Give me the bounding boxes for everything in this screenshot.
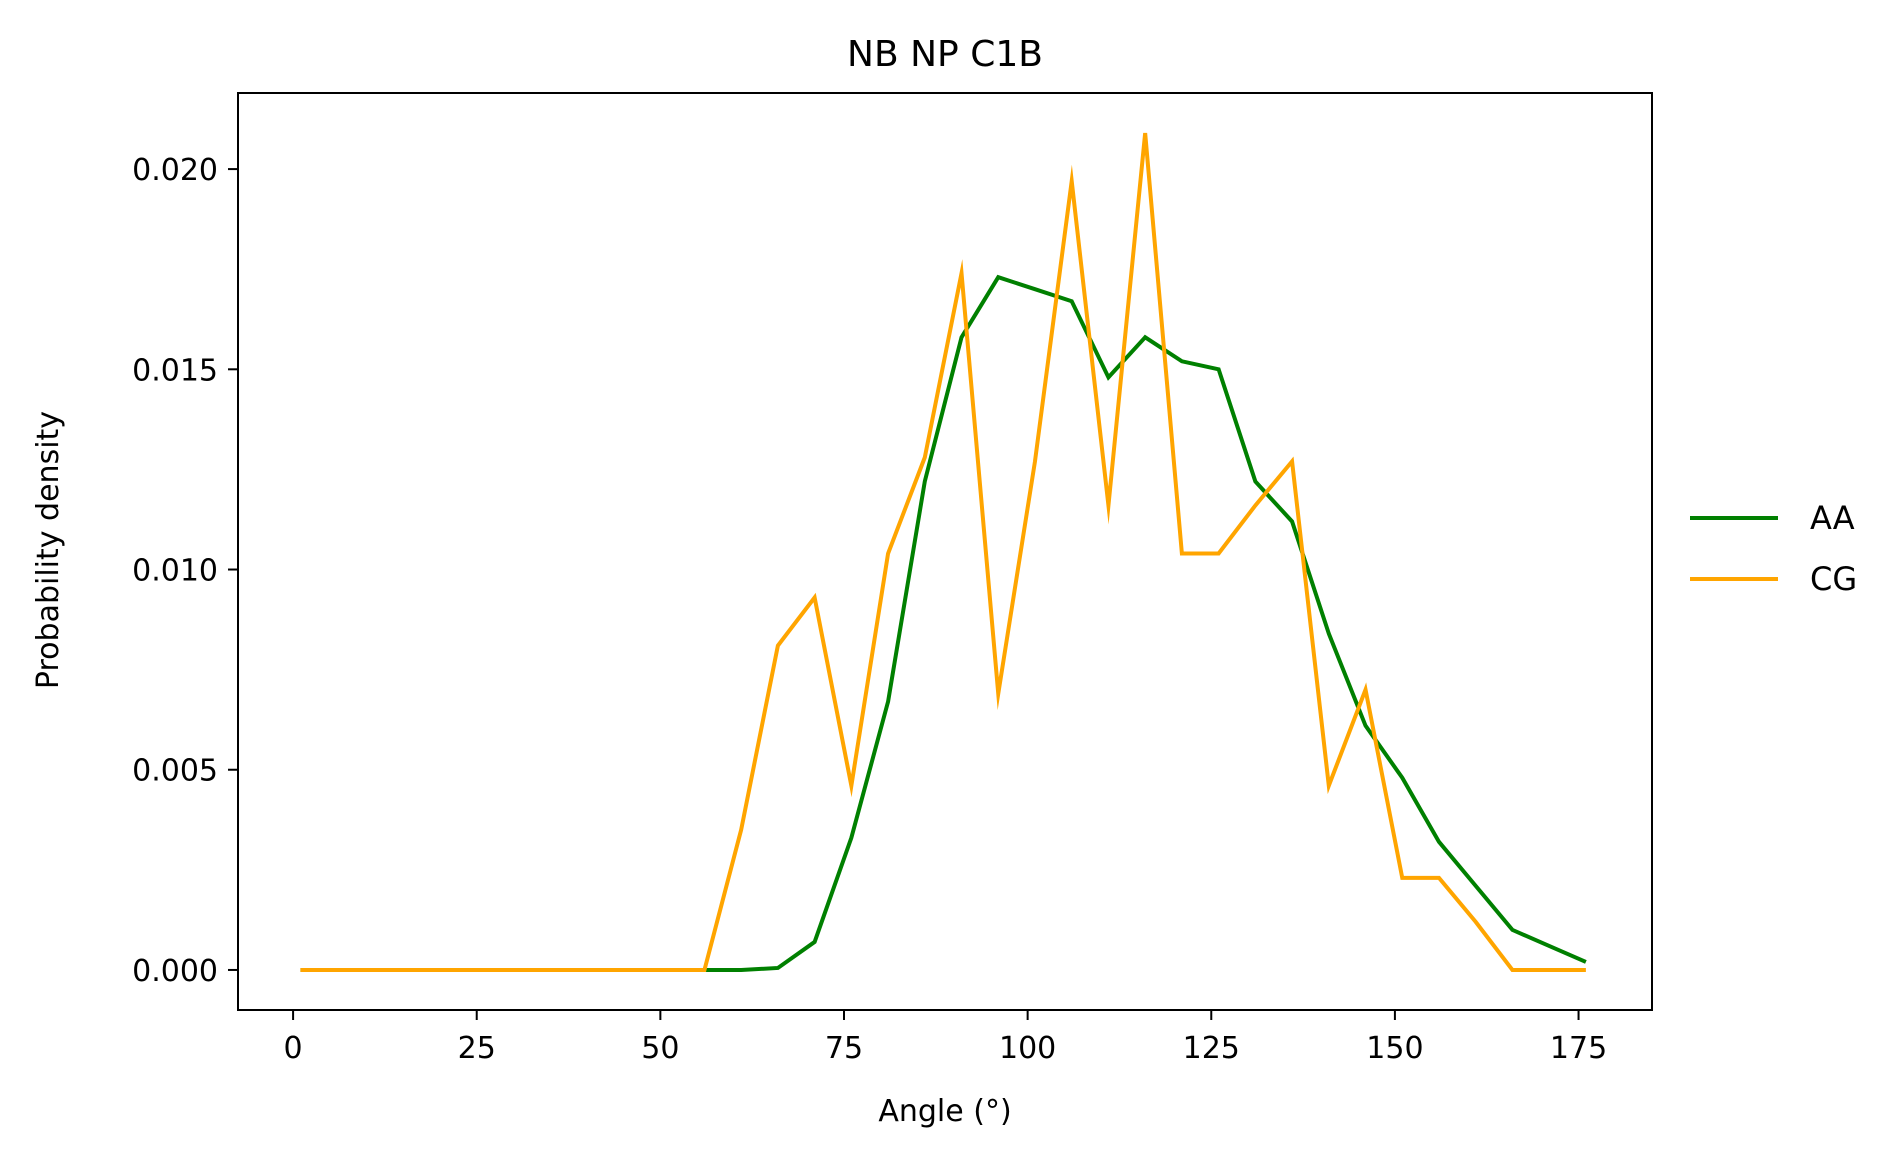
y-tick-label: 0.005 (132, 754, 218, 789)
x-tick-label: 25 (458, 1031, 496, 1066)
x-tick-label: 175 (1550, 1031, 1607, 1066)
x-tick-label: 0 (284, 1031, 303, 1066)
chart-title: NB NP C1B (847, 34, 1043, 75)
legend-label: AA (1810, 499, 1855, 537)
y-axis-label: Probability density (31, 411, 66, 689)
x-tick-label: 150 (1366, 1031, 1423, 1066)
series-line-cg (300, 132, 1586, 972)
x-axis-label: Angle (°) (878, 1094, 1011, 1129)
legend-item-aa: AA (1690, 499, 1855, 537)
plot-frame (237, 92, 1653, 1011)
x-tick-label: 75 (825, 1031, 863, 1066)
y-tick-label: 0.010 (132, 554, 218, 589)
legend-label: CG (1810, 560, 1857, 598)
y-tick-label: 0.000 (132, 954, 218, 989)
x-tick-label: 50 (641, 1031, 679, 1066)
x-tick-label: 100 (999, 1031, 1056, 1066)
series-line-aa (300, 274, 1587, 972)
y-tick-label: 0.020 (132, 153, 218, 188)
y-tick-label: 0.015 (132, 353, 218, 388)
legend-item-cg: CG (1690, 560, 1857, 598)
x-tick-label: 125 (1183, 1031, 1240, 1066)
